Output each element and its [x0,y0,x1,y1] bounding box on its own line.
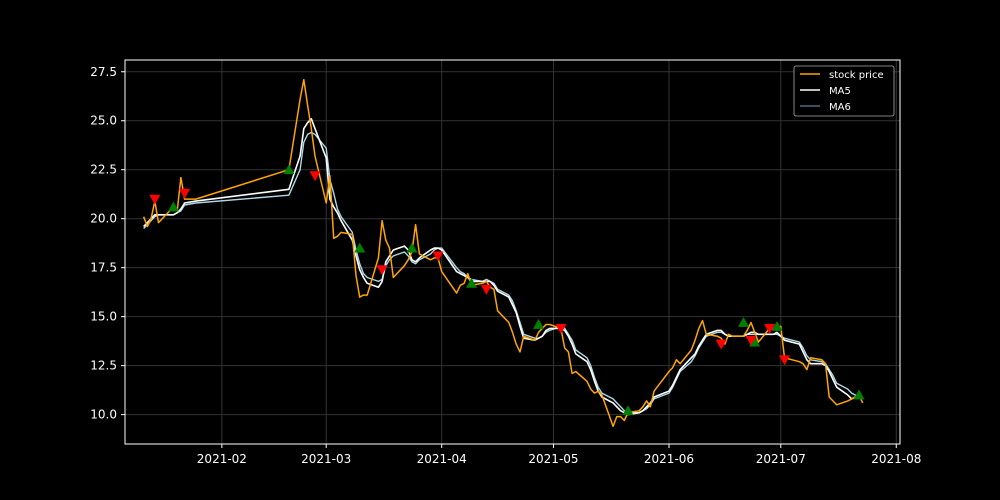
sell-signal-marker [179,188,191,199]
legend: stock price MA5 MA6 [793,65,895,117]
buy-signal-marker [466,277,478,288]
buy-signal-marker [771,320,783,331]
y-tick-label: 15.0 [90,310,117,324]
series-line-ma5 [143,118,863,416]
sell-signal-marker [764,324,776,334]
buy-signal-marker [738,317,750,327]
series-line-ma6 [143,131,863,414]
x-tick-label: 2021-06 [644,452,694,466]
legend-label-stock-price: stock price [829,70,884,81]
marker-layer [149,164,865,416]
legend-box [793,65,895,117]
legend-label-ma6: MA6 [829,102,851,113]
y-tick-label: 25.0 [90,114,117,128]
sell-signal-marker [715,339,727,350]
x-tick-label: 2021-04 [417,452,467,466]
sell-signal-marker [778,355,790,366]
buy-signal-marker [533,318,545,329]
y-tick-label: 20.0 [90,212,117,226]
sell-signal-marker [376,265,388,276]
buy-signal-marker [749,336,761,347]
buy-signal-marker [167,201,179,212]
sell-signal-marker [555,324,567,334]
sell-signal-marker [149,194,161,205]
x-tick-label: 2021-08 [871,452,921,466]
y-tick-label: 10.0 [90,408,117,422]
legend-label-ma5: MA5 [829,86,851,97]
buy-signal-marker [622,405,634,416]
x-tick-label: 2021-05 [528,452,578,466]
y-tick-label: 27.5 [90,65,117,79]
y-tick-label: 12.5 [90,359,117,373]
y-tick-label: 22.5 [90,163,117,177]
x-tick-label: 2021-03 [301,452,351,466]
series-layer [142,78,864,428]
buy-signal-marker [406,242,418,253]
buy-signal-marker [354,242,366,253]
buy-signal-marker [853,389,865,400]
series-line-stock-price [142,78,864,428]
sell-signal-marker [432,251,444,262]
grid-layer [125,60,900,444]
plot-frame [124,59,901,445]
sell-signal-marker [309,171,321,182]
x-tick-label: 2021-07 [756,452,806,466]
buy-signal-marker [283,164,295,175]
y-tick-label: 17.5 [90,261,117,275]
sell-signal-marker [745,335,757,346]
axis-layer: 2021-02 2021-03 2021-04 2021-05 2021-06 2021-… [90,65,921,466]
x-tick-label: 2021-02 [197,452,247,466]
sell-signal-marker [480,284,492,295]
